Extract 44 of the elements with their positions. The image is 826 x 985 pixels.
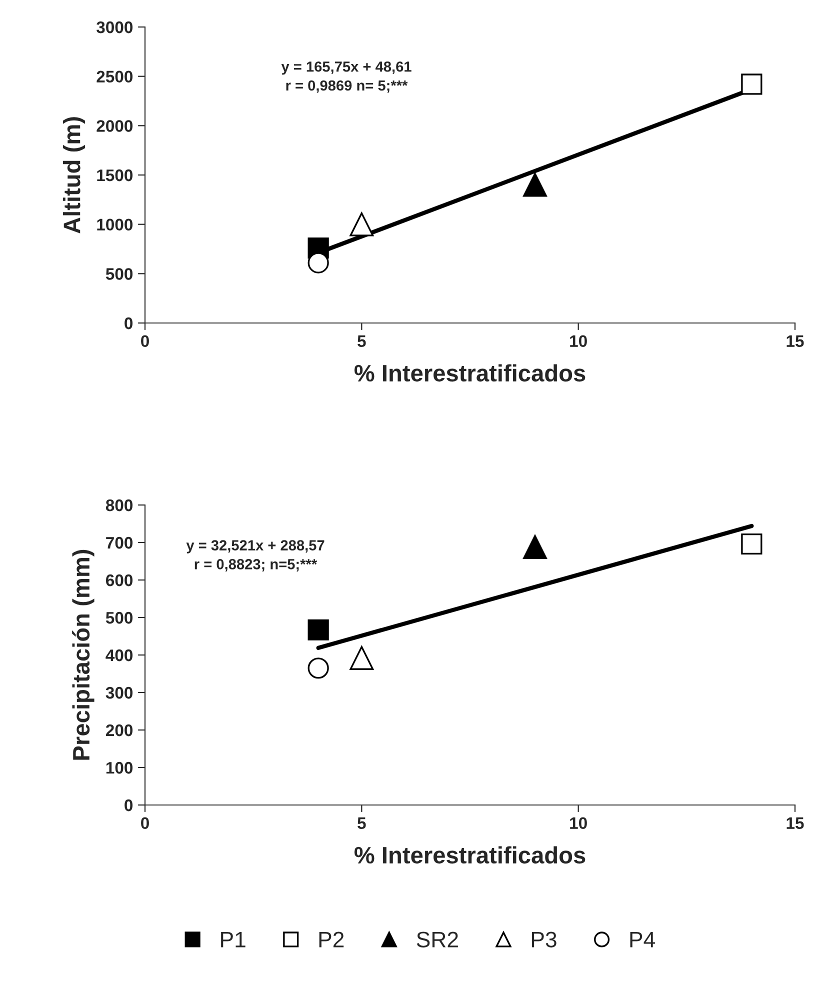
- point: [741, 74, 762, 95]
- legend-label: P4: [630, 932, 655, 948]
- y-axis-title: Precipitación (mm): [72, 550, 94, 760]
- annotation: y = 165,75x + 48,61 r = 0,9869 n= 5;***: [281, 61, 412, 93]
- y-tick-label: 0: [124, 799, 133, 812]
- point: [741, 533, 762, 555]
- x-tick-label: 15: [786, 817, 804, 830]
- point: [308, 658, 329, 679]
- x-tick-label: 10: [570, 335, 587, 348]
- y-tick-label: 700: [106, 536, 133, 549]
- point: [523, 535, 547, 559]
- x-tick-label: 15: [786, 335, 804, 348]
- point: [523, 172, 547, 197]
- y-tick-label: 400: [106, 649, 133, 662]
- x-tick-label: 0: [141, 817, 149, 830]
- legend-label: P2: [319, 932, 344, 948]
- y-tick-label: 500: [106, 268, 133, 280]
- x-tick-label: 0: [141, 335, 149, 348]
- point: [350, 646, 374, 670]
- y-tick-label: 0: [124, 317, 133, 330]
- y-tick-label: 1000: [97, 218, 133, 231]
- point: [308, 619, 329, 640]
- y-tick-label: 3000: [96, 21, 133, 34]
- x-tick-label: 10: [570, 817, 587, 830]
- y-tick-label: 2500: [96, 70, 133, 83]
- point: [308, 252, 329, 274]
- y-tick-label: 500: [106, 612, 133, 624]
- y-tick-label: 200: [106, 724, 133, 736]
- point: [350, 212, 374, 236]
- y-tick-label: 100: [106, 762, 133, 774]
- legend-label: P1: [221, 932, 246, 948]
- x-tick-label: 5: [358, 335, 366, 348]
- y-axis-title: Altitud (m): [63, 117, 86, 234]
- annotation: y = 32,521x + 288,57 r = 0,8823; n=5;***: [186, 540, 324, 572]
- y-tick-label: 2000: [96, 120, 133, 132]
- legend-label: P3: [532, 932, 556, 948]
- y-tick-label: 1500: [97, 169, 133, 182]
- legend-label: SR2: [416, 932, 458, 948]
- y-tick-label: 800: [106, 499, 133, 512]
- y-tick-label: 600: [106, 574, 133, 586]
- x-axis-title: % Interestratificados: [354, 846, 586, 864]
- x-axis-title: % Interestratificados: [354, 364, 586, 382]
- x-tick-label: 5: [358, 817, 366, 830]
- y-tick-label: 300: [106, 686, 133, 699]
